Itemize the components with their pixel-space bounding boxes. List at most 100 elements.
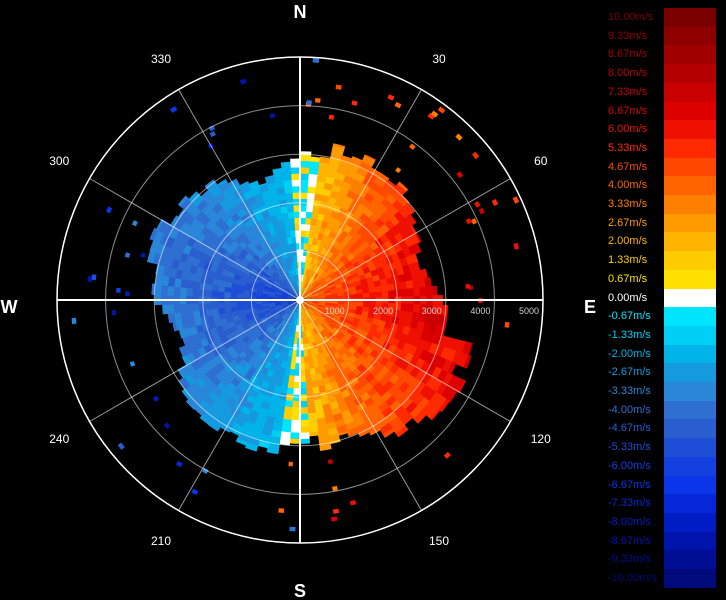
echo-cell — [262, 320, 271, 328]
echo-cell — [213, 319, 222, 328]
echo-cell — [407, 389, 420, 403]
echo-cell — [249, 257, 259, 265]
echo-cell — [323, 182, 335, 191]
echo-cell — [213, 411, 227, 424]
echo-cell — [340, 155, 353, 164]
echo-speckle — [111, 310, 117, 316]
echo-cell — [309, 160, 321, 169]
echo-cell — [240, 183, 252, 195]
echo-cell — [295, 312, 299, 320]
echo-cell — [331, 275, 339, 282]
echo-cell — [307, 412, 317, 421]
echo-cell — [304, 230, 311, 238]
echo-cell — [250, 324, 259, 333]
echo-cell — [271, 328, 278, 337]
echo-cell — [355, 305, 364, 312]
echo-cell — [287, 316, 293, 324]
echo-cell — [248, 180, 258, 185]
echo-cell — [223, 291, 231, 298]
echo-cell — [328, 157, 342, 167]
echo-cell — [324, 317, 332, 324]
echo-cell — [312, 295, 320, 298]
echo-cell — [305, 282, 310, 289]
echo-cell — [331, 293, 339, 297]
echo-cell — [273, 330, 280, 338]
echo-cell — [364, 154, 376, 162]
echo-cell — [366, 276, 375, 284]
echo-cell — [306, 275, 311, 283]
echo-cell — [305, 301, 313, 305]
echo-cell — [305, 343, 311, 351]
echo-cell — [318, 303, 326, 307]
echo-cell — [441, 372, 454, 387]
echo-cell — [249, 294, 257, 299]
echo-cell — [281, 320, 287, 328]
echo-cell — [435, 356, 447, 371]
echo-cell — [361, 155, 376, 167]
echo-speckle — [315, 97, 321, 103]
echo-cell — [321, 194, 331, 204]
echo-cell — [327, 280, 335, 287]
echo-cell — [351, 156, 364, 162]
echo-cell — [378, 272, 387, 281]
echo-cell — [333, 343, 341, 352]
echo-cell — [342, 257, 351, 266]
echo-cell — [218, 181, 231, 193]
echo-cell — [317, 290, 325, 295]
echo-cell — [266, 355, 275, 364]
echo-cell — [287, 295, 295, 299]
echo-cell — [276, 316, 283, 324]
echo-cell — [399, 310, 408, 320]
echo-cell — [318, 365, 327, 374]
echo-cell — [328, 311, 336, 318]
echo-cell — [273, 261, 281, 270]
echo-cell — [413, 409, 428, 424]
echo-cell — [255, 301, 263, 305]
echo-cell — [269, 319, 277, 326]
echo-cell — [292, 311, 296, 319]
echo-cell — [305, 317, 309, 325]
echo-cell — [299, 426, 310, 434]
echo-cell — [287, 295, 295, 299]
echo-cell — [317, 253, 325, 262]
compass-north: N — [294, 2, 307, 22]
echo-cell — [320, 371, 329, 380]
echo-cell — [317, 429, 329, 439]
echo-cell — [295, 356, 300, 364]
echo-cell — [311, 279, 317, 286]
echo-cell — [368, 307, 376, 314]
echo-cell — [255, 295, 263, 299]
azimuth-spoke — [299, 89, 422, 301]
echo-cell — [267, 208, 277, 217]
echo-cell — [292, 274, 297, 282]
echo-cell — [362, 397, 375, 408]
echo-cell — [173, 303, 181, 314]
echo-cell — [292, 288, 297, 295]
echo-cell — [348, 184, 361, 195]
echo-cell — [318, 161, 330, 171]
echo-cell — [282, 304, 289, 309]
echo-cell — [284, 224, 291, 233]
echo-cell — [273, 322, 280, 330]
echo-cell — [282, 173, 293, 182]
echo-cell — [317, 339, 324, 347]
echo-cell — [187, 271, 196, 282]
echo-cell — [393, 183, 407, 197]
echo-cell — [318, 324, 325, 332]
echo-cell — [318, 297, 326, 300]
echo-cell — [255, 251, 264, 260]
echo-cell — [183, 261, 193, 273]
range-tick-label: 2000 — [373, 306, 393, 316]
echo-cell — [377, 401, 390, 414]
echo-cell — [396, 266, 405, 277]
echo-cell — [258, 313, 266, 320]
echo-cell — [275, 324, 282, 331]
echo-cell — [292, 388, 300, 396]
echo-cell — [303, 350, 308, 358]
echo-cell — [408, 405, 423, 420]
echo-cell — [263, 285, 271, 291]
echo-cell — [338, 319, 346, 326]
echo-cell — [324, 327, 331, 335]
echo-cell — [275, 304, 282, 308]
echo-cell — [273, 226, 282, 235]
